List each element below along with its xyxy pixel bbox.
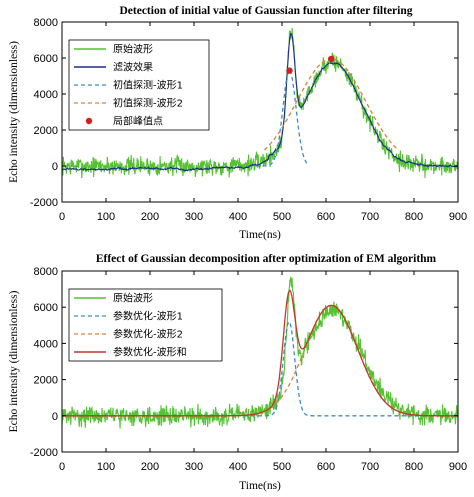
legend-label: 参数优化-波形和: [113, 346, 187, 359]
legend-label: 参数优化-波形1: [113, 310, 183, 323]
legend-item-4: 参数优化-波形和: [74, 346, 187, 359]
legend-item-3: 参数优化-波形2: [74, 328, 183, 341]
legend-box: [68, 39, 210, 131]
x-tick-label: 200: [141, 461, 159, 473]
y-axis-label: Echo intensity (dimensionless): [8, 41, 20, 183]
y-tick-label: 2000: [34, 375, 58, 387]
legend-marker: [85, 117, 93, 125]
y-tick-label: -2000: [30, 197, 58, 209]
x-tick-label: 700: [361, 211, 379, 223]
series-line-2: [62, 33, 458, 172]
x-tick-label: 100: [97, 461, 115, 473]
y-tick-label: 8000: [34, 266, 58, 278]
legend-item-1: 原始波形: [74, 43, 153, 56]
x-tick-label: 600: [317, 211, 335, 223]
legend-label: 参数优化-波形2: [113, 328, 183, 341]
x-tick-label: 500: [273, 211, 291, 223]
peak-marker-1: [286, 67, 293, 74]
series-line-3: [255, 70, 309, 167]
y-tick-label: 4000: [34, 89, 58, 101]
chart-title: Detection of initial value of Gaussian f…: [119, 5, 412, 17]
x-tick-label: 600: [317, 461, 335, 473]
peak-marker-2: [328, 55, 335, 63]
x-tick-label: 900: [449, 211, 467, 223]
plot-area: [62, 27, 458, 179]
x-tick-label: 400: [229, 211, 247, 223]
legend-label: 原始波形: [113, 43, 153, 56]
x-tick-label: 300: [185, 211, 203, 223]
y-tick-label: 0: [52, 411, 58, 423]
axes-box: [61, 21, 459, 203]
legend-label: 原始波形: [113, 292, 153, 305]
legend-label: 初值探测-波形1: [113, 79, 183, 92]
x-tick-label: 900: [449, 461, 467, 473]
x-tick-label: 500: [273, 461, 291, 473]
plot-area: [62, 276, 458, 429]
x-tick-label: 700: [361, 461, 379, 473]
legend-item-2: 滤波效果: [74, 61, 153, 74]
x-tick-label: 100: [97, 211, 115, 223]
x-tick-label: 800: [405, 211, 423, 223]
y-tick-label: -2000: [30, 447, 58, 459]
legend-label: 初值探测-波形2: [113, 97, 183, 110]
chart-panel-1: Detection of initial value of Gaussian f…: [8, 5, 467, 241]
legend-item-1: 原始波形: [74, 292, 153, 305]
y-tick-label: 6000: [34, 53, 58, 65]
legend-item-4: 初值探测-波形2: [74, 97, 183, 110]
x-axis-label: Time(ns): [239, 480, 281, 492]
y-tick-label: 8000: [34, 17, 58, 29]
y-tick-label: 6000: [34, 302, 58, 314]
y-tick-label: 4000: [34, 338, 58, 350]
x-tick-label: 0: [59, 211, 65, 223]
x-tick-label: 0: [59, 461, 65, 473]
x-tick-label: 200: [141, 211, 159, 223]
legend-item-3: 初值探测-波形1: [74, 79, 183, 92]
y-tick-label: 0: [52, 161, 58, 173]
legend-box: [68, 288, 223, 362]
chart-panel-2: Effect of Gaussian decomposition after o…: [8, 253, 467, 492]
x-tick-label: 300: [185, 461, 203, 473]
y-tick-label: 2000: [34, 125, 58, 137]
chart-title: Effect of Gaussian decomposition after o…: [96, 253, 437, 265]
legend-item-5: 局部峰值点: [85, 115, 163, 128]
y-axis-label: Echo intensity (dimensionless): [8, 290, 20, 432]
legend-label: 滤波效果: [113, 61, 153, 74]
x-axis-label: Time(ns): [239, 229, 281, 241]
series-line-4: [62, 289, 458, 417]
x-tick-label: 400: [229, 461, 247, 473]
legend-label: 局部峰值点: [113, 115, 163, 128]
series-line-4: [263, 58, 397, 151]
x-tick-label: 800: [405, 461, 423, 473]
axes-box: [61, 270, 459, 453]
legend-item-2: 参数优化-波形1: [74, 310, 183, 323]
